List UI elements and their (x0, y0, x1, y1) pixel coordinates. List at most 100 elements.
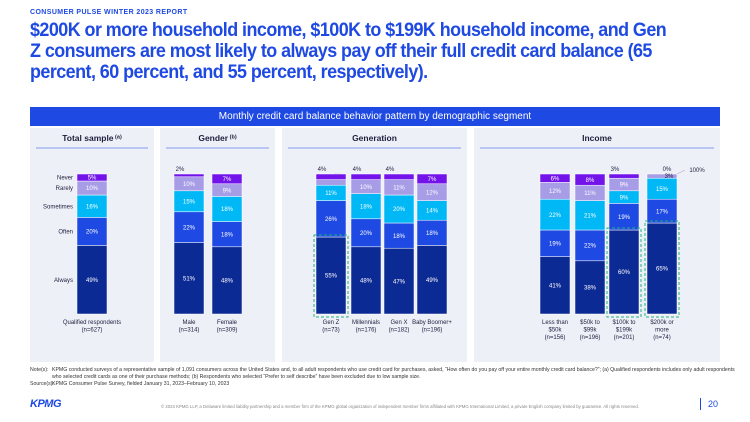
bar-value-label: 55% (325, 274, 338, 280)
note-tag: Note(s): (30, 367, 49, 373)
bar-segment-often (173, 211, 205, 243)
bar-category-label: (n=182) (389, 328, 410, 334)
bar-segment-never (574, 173, 606, 186)
bar-category-label: $199k (616, 328, 633, 334)
bar-category-label: (n=73) (322, 328, 340, 334)
highlight-outline (644, 220, 680, 318)
legend-row-label-often: Often (58, 230, 73, 236)
bar-category-label: Less than (542, 320, 568, 326)
bar-segment-always (646, 222, 678, 315)
bar-value-label: 6% (551, 176, 560, 182)
panel-title: Total sample (a) (62, 133, 122, 143)
page-number: 20 (708, 399, 719, 409)
bar-segment-rarely (315, 179, 347, 186)
highlight-outline (313, 234, 349, 318)
bar-value-label: 18% (221, 232, 234, 238)
highlight-outline (606, 227, 642, 318)
bar-segment-always (574, 260, 606, 315)
bar-value-label: 38% (584, 286, 597, 292)
annotation-leader (676, 169, 686, 175)
bar-small-value-label: 4% (318, 167, 327, 173)
bar-small-value-label: 2% (176, 167, 185, 173)
bar-segment-often (574, 229, 606, 262)
bar-small-value-label: 4% (386, 167, 395, 173)
bar-category-label: $99k (583, 328, 597, 334)
bar-value-label: 22% (549, 213, 562, 219)
bar-segment-often (416, 219, 448, 246)
bar-category-label: Male (182, 320, 196, 326)
bar-segment-never (350, 173, 382, 180)
bar-segment-sometimes (211, 196, 243, 222)
bar-category-label: (n=74) (653, 335, 671, 341)
kpmg-logo: KPMG (30, 398, 62, 410)
bar-value-label: 19% (549, 242, 562, 248)
bar-value-label: 9% (223, 188, 232, 194)
note-row: Note(s): KPMG conducted surveys of a rep… (30, 367, 735, 381)
bar-value-label: 14% (426, 209, 439, 215)
bar-value-label: 49% (426, 278, 439, 284)
bar-category-label: (n=196) (580, 335, 601, 341)
bar-segment-never (416, 173, 448, 185)
bar-segment-always (350, 246, 382, 315)
bar-segment-often (350, 218, 382, 248)
bar-value-label: 18% (221, 207, 234, 213)
bar-segment-rarely (646, 173, 678, 179)
bar-segment-always (608, 229, 640, 315)
bar-category-label: (n=314) (179, 328, 200, 334)
bar-value-label: 12% (426, 190, 439, 196)
bar-value-label: 22% (183, 225, 196, 231)
bar-category-label: (n=627) (82, 328, 103, 334)
bar-segment-always (315, 236, 347, 315)
bar-value-label: 11% (393, 186, 405, 192)
bar-category-label: (n=176) (356, 328, 377, 334)
bar-category-label: Baby Boomer+ (412, 320, 452, 326)
bar-value-label: 7% (223, 177, 232, 183)
panel-title-footnote: (a) (114, 135, 122, 141)
report-label: CONSUMER PULSE WINTER 2023 REPORT (30, 9, 188, 16)
panel-title: Income (582, 133, 612, 143)
notes-block: Note(s): KPMG conducted surveys of a rep… (30, 367, 735, 388)
bar-value-label: 17% (656, 209, 669, 215)
bar-value-label: 10% (86, 186, 99, 192)
bar-segment-never (173, 173, 205, 178)
bar-value-label: 41% (549, 284, 562, 290)
bar-value-label: 49% (86, 278, 99, 284)
bar-small-value-label: 3% (665, 174, 674, 180)
bar-value-label: 20% (86, 230, 99, 236)
bar-value-label: 21% (584, 214, 597, 220)
bar-value-label: 8% (586, 178, 595, 184)
bar-value-label: 15% (183, 200, 196, 206)
bar-category-label: $50k to (580, 320, 600, 326)
bar-small-value-label: 3% (611, 167, 620, 173)
bar-segment-never (383, 173, 415, 180)
total-annotation: 100% (689, 168, 705, 174)
page-number-divider (700, 398, 701, 410)
bar-segment-always (416, 245, 448, 315)
bar-category-label: $50k (548, 328, 562, 334)
bar-segment-always (76, 245, 108, 315)
bar-value-label: 5% (88, 176, 97, 182)
source-tag: Source(s): (30, 381, 54, 387)
bar-segment-always (173, 242, 205, 315)
bar-value-label: 18% (426, 231, 439, 237)
bar-value-label: 12% (549, 189, 562, 195)
bar-value-label: 22% (584, 244, 597, 250)
bar-category-label: more (655, 328, 669, 334)
bar-value-label: 47% (393, 279, 406, 285)
bar-value-label: 15% (656, 187, 669, 193)
panel-title: Gender (b) (198, 133, 236, 143)
bar-segment-never (608, 173, 640, 179)
bar-value-label: 10% (360, 185, 373, 191)
bar-segment-often (211, 221, 243, 248)
bar-segment-never (315, 173, 347, 180)
copyright-text: © 2023 KPMG LLP, a Delaware limited liab… (160, 404, 640, 409)
bar-small-value-label: 4% (353, 167, 362, 173)
bar-category-label: Gen X (390, 320, 407, 326)
bar-category-label: Gen Z (323, 320, 340, 326)
bar-value-label: 60% (618, 270, 631, 276)
bar-segment-often (383, 222, 415, 249)
bar-segment-often (76, 217, 108, 246)
source-row: Source(s): KPMG Consumer Pulse Survey, f… (30, 381, 735, 388)
bar-value-label: 20% (360, 231, 373, 237)
